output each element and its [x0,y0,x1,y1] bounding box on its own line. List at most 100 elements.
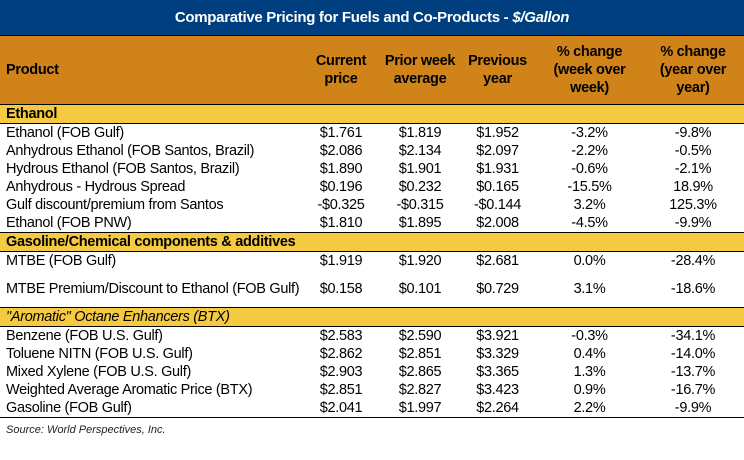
title-unit: $/Gallon [512,9,570,26]
cell-pct-week: -4.5% [571,215,608,231]
cell-pct-year: -16.7% [670,382,716,398]
section-label: "Aromatic" Octane Enhancers (BTX) [0,307,744,327]
cell-pct-week: 1.3% [573,364,606,380]
section-row: "Aromatic" Octane Enhancers (BTX) [0,307,744,327]
cell-previous-year: -$0.144 [473,197,522,213]
cell-pct-year: -34.1% [670,328,716,344]
table-row: Toluene NITN (FOB U.S. Gulf) $2.862 $2.851… [0,345,744,363]
header-current-price: Current price [300,36,382,105]
cell-pct-week: -0.3% [571,328,608,344]
cell-current-price: $2.851 [319,382,363,398]
cell-current-price: $2.086 [319,143,363,159]
cell-pct-year: 125.3% [669,197,717,213]
cell-pct-week: 3.2% [573,197,606,213]
cell-current-price: $2.862 [319,346,363,362]
cell-prior-week: $2.851 [398,346,442,362]
table-row: Weighted Average Aromatic Price (BTX) $2.… [0,381,744,399]
header-pct-year: % change (year over year) [642,36,744,105]
cell-product: Weighted Average Aromatic Price (BTX) [6,382,253,398]
table-title: Comparative Pricing for Fuels and Co-Pro… [0,0,744,36]
cell-pct-week: 0.4% [573,346,606,362]
cell-previous-year: $1.952 [476,125,519,141]
cell-prior-week: $1.895 [398,215,442,231]
cell-current-price: $1.919 [319,253,363,269]
table-body: Ethanol Ethanol (FOB Gulf) $1.761 $1.819 $1.… [0,104,744,418]
cell-prior-week: $2.865 [398,364,442,380]
cell-pct-year: -28.4% [670,253,716,269]
table-row: Anhydrous Ethanol (FOB Santos, Brazil) $2… [0,142,744,160]
cell-prior-week: $2.590 [398,328,442,344]
cell-prior-week: $1.901 [398,161,442,177]
table-row: Ethanol (FOB PNW) $1.810 $1.895 $2.008 -4.5%… [0,214,744,233]
header-pct-week: % change (week over week) [537,36,642,105]
cell-product: Ethanol (FOB Gulf) [6,125,124,141]
cell-pct-week: -15.5% [567,179,612,195]
cell-pct-year: -9.9% [674,215,712,231]
cell-pct-year: -9.9% [642,399,744,418]
cell-previous-year: $0.729 [476,280,519,297]
source-note: Source: World Perspectives, Inc. [6,424,166,436]
cell-product: Gulf discount/premium from Santos [6,197,224,213]
header-product: Product [0,36,300,105]
cell-product: Toluene NITN (FOB U.S. Gulf) [6,346,193,362]
cell-current-price: $2.041 [300,399,382,418]
cell-pct-year: -9.8% [674,125,712,141]
cell-prior-week: $0.232 [398,179,442,195]
cell-current-price: $0.196 [319,179,363,195]
cell-pct-week: 0.9% [573,382,606,398]
cell-current-price: $2.583 [319,328,363,344]
header-previous-year: Previous year [458,36,537,105]
cell-pct-week: -3.2% [571,125,608,141]
cell-prior-week: $1.819 [398,125,442,141]
cell-previous-year: $2.008 [476,215,519,231]
cell-prior-week: $0.101 [398,280,442,297]
table-row: Benzene (FOB U.S. Gulf) $2.583 $2.590 $3.92… [0,327,744,346]
cell-product: Ethanol (FOB PNW) [6,215,132,231]
cell-previous-year: $3.423 [476,382,519,398]
cell-product: Benzene (FOB U.S. Gulf) [6,328,163,344]
cell-current-price: $1.761 [319,125,363,141]
cell-prior-week: $2.134 [398,143,442,159]
cell-previous-year: $3.921 [476,328,519,344]
section-label: Ethanol [0,104,744,124]
cell-pct-week: 0.0% [573,253,606,269]
cell-pct-year: -14.0% [670,346,716,362]
cell-prior-week: $1.920 [398,253,442,269]
cell-prior-week: $1.997 [382,399,458,418]
cell-previous-year: $2.264 [458,399,537,418]
cell-pct-year: -18.6% [670,280,716,297]
cell-previous-year: $1.931 [476,161,519,177]
cell-previous-year: $2.097 [476,143,519,159]
cell-product: MTBE Premium/Discount to Ethanol (FOB Gu… [6,280,300,297]
table-row: Gasoline (FOB Gulf) $2.041 $1.997 $2.264 2.2… [0,399,744,418]
table-row: Mixed Xylene (FOB U.S. Gulf) $2.903 $2.865… [0,363,744,381]
cell-current-price: $2.903 [319,364,363,380]
cell-product: Anhydrous - Hydrous Spread [6,179,186,195]
pricing-table: Product Current price Prior week average… [0,36,744,418]
table-row: Ethanol (FOB Gulf) $1.761 $1.819 $1.952 -3.2… [0,124,744,143]
section-row: Gasoline/Chemical components & additives [0,232,744,252]
cell-product: Gasoline (FOB Gulf) [0,399,300,418]
cell-previous-year: $0.165 [476,179,519,195]
cell-pct-week: -2.2% [571,143,608,159]
cell-current-price: $1.810 [319,215,363,231]
cell-current-price: $1.890 [319,161,363,177]
cell-prior-week: -$0.315 [396,197,444,213]
title-text: Comparative Pricing for Fuels and Co-Pro… [174,9,509,26]
table-row: MTBE (FOB Gulf) $1.919 $1.920 $2.681 0.0% -28… [0,252,744,271]
table-row: Gulf discount/premium from Santos -$0.325… [0,196,744,214]
table-row: Anhydrous - Hydrous Spread $0.196 $0.232 $0… [0,178,744,196]
cell-pct-year: -2.1% [674,161,712,177]
cell-pct-year: -13.7% [670,364,716,380]
section-row: Ethanol [0,104,744,124]
header-row: Product Current price Prior week average… [0,36,744,105]
header-prior-week: Prior week average [382,36,458,105]
table-row: Hydrous Ethanol (FOB Santos, Brazil) $1.8… [0,160,744,178]
cell-pct-year: -0.5% [674,143,712,159]
cell-prior-week: $2.827 [398,382,442,398]
cell-product: Hydrous Ethanol (FOB Santos, Brazil) [6,161,240,177]
cell-previous-year: $2.681 [476,253,519,269]
cell-previous-year: $3.365 [476,364,519,380]
cell-current-price: $0.158 [319,280,363,297]
cell-pct-week: -0.6% [571,161,608,177]
